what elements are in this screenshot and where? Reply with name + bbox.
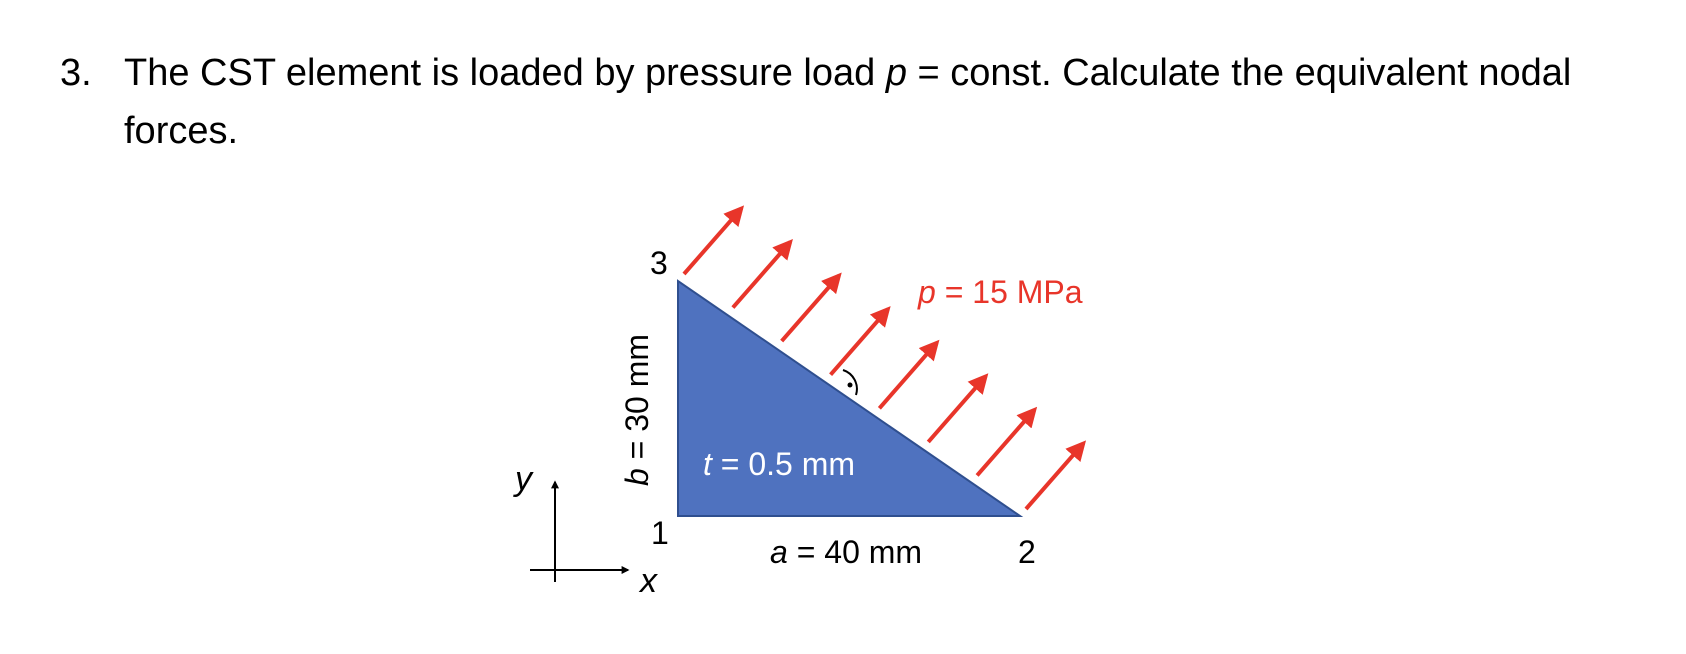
load-arrow-4 <box>829 306 891 377</box>
load-arrow-3 <box>780 272 842 343</box>
node-label-2: 2 <box>1018 534 1036 570</box>
height-label-b: b = 30 mm <box>619 334 655 486</box>
node-label-3: 3 <box>650 245 668 281</box>
cst-triangle-element <box>677 279 1024 517</box>
load-arrow-8 <box>1024 440 1087 511</box>
pressure-load-arrows <box>682 205 1087 511</box>
thickness-label: t = 0.5 mm <box>703 446 855 482</box>
height-var: b <box>619 468 655 486</box>
load-arrow-6 <box>926 373 989 444</box>
height-value: = 30 mm <box>619 334 655 468</box>
coordinate-axes: x y <box>513 460 658 600</box>
thickness-value: = 0.5 mm <box>712 446 855 482</box>
problem-text: The CST element is loaded by pressure lo… <box>124 44 1660 160</box>
pressure-value: = 15 MPa <box>936 274 1083 310</box>
problem-number: 3. <box>60 52 92 94</box>
problem-text-after: = const. Calculate the equivalent nodal … <box>124 52 1572 152</box>
load-arrow-1 <box>682 205 745 276</box>
pressure-label: p = 15 MPa <box>917 274 1083 310</box>
load-arrow-5 <box>877 339 940 410</box>
x-axis-label: x <box>638 562 658 600</box>
y-axis-label: y <box>513 460 534 498</box>
right-angle-mark <box>842 369 858 396</box>
load-arrow-2 <box>731 238 793 309</box>
right-angle-dot <box>847 382 853 388</box>
load-arrow-7 <box>975 406 1038 477</box>
problem-statement: 3. The CST element is loaded by pressure… <box>60 44 1660 160</box>
node-label-1: 1 <box>651 515 669 551</box>
width-var: a <box>770 534 788 570</box>
problem-variable-p: p <box>885 52 907 94</box>
pressure-var: p <box>917 274 936 310</box>
width-label-a: a = 40 mm <box>770 534 922 570</box>
problem-text-before: The CST element is loaded by pressure lo… <box>124 52 886 94</box>
width-value: = 40 mm <box>788 534 922 570</box>
thickness-var: t <box>703 446 713 482</box>
